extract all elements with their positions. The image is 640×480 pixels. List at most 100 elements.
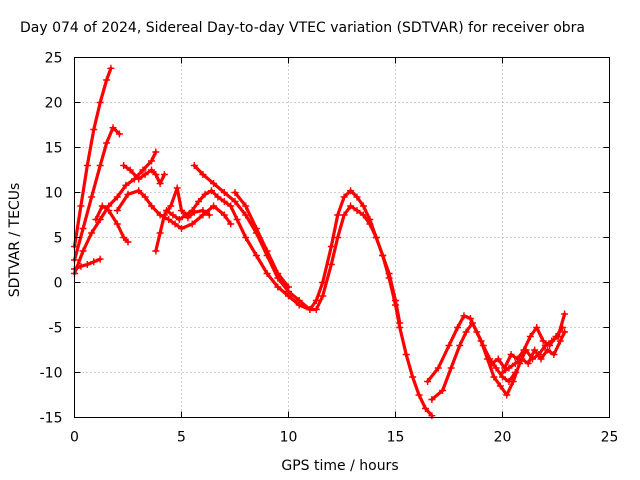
x-tick-label: 15 (387, 430, 405, 446)
data-point (379, 252, 387, 259)
data-point (252, 252, 260, 259)
data-point (556, 337, 564, 345)
x-axis-label: GPS time / hours (281, 458, 398, 474)
data-point (494, 355, 502, 363)
data-point (103, 76, 111, 84)
data-point (113, 220, 121, 228)
data-point (312, 306, 320, 313)
y-tick-label: 20 (45, 96, 63, 112)
data-point (152, 247, 160, 255)
data-point (195, 198, 203, 205)
data-point (466, 315, 474, 322)
data-point (115, 130, 123, 138)
series-track-3 (71, 148, 160, 277)
y-tick-label: 0 (54, 276, 63, 292)
data-point (460, 312, 468, 320)
series-line (122, 163, 166, 186)
grid (74, 57, 610, 418)
data-point (88, 229, 96, 237)
data-point (263, 247, 271, 255)
data-point (79, 247, 87, 255)
data-point (306, 306, 314, 313)
data-point (227, 202, 235, 210)
data-point (274, 283, 282, 291)
series-track-6 (113, 187, 235, 232)
data-point (334, 234, 342, 241)
data-point (105, 207, 113, 214)
data-point (152, 148, 160, 156)
data-point (439, 387, 447, 394)
data-point (122, 181, 130, 189)
data-point (83, 261, 91, 268)
data-point (173, 184, 181, 192)
y-tick-label: -15 (40, 411, 63, 427)
data-point (178, 207, 185, 214)
data-point (558, 324, 566, 331)
data-point (231, 198, 239, 205)
data-point (77, 202, 85, 210)
data-point (533, 324, 541, 331)
data-point (353, 193, 361, 201)
data-point (434, 364, 442, 372)
y-tick-label: -5 (49, 321, 63, 337)
data-point (421, 405, 429, 412)
data-point (92, 216, 100, 223)
data-point (520, 346, 528, 354)
data-point (220, 211, 228, 219)
data-point (103, 139, 111, 147)
data-point (340, 211, 348, 219)
data-point (135, 187, 143, 195)
series-line (233, 190, 291, 289)
data-point (107, 64, 115, 72)
series-line (115, 189, 233, 231)
data-point (359, 202, 367, 210)
series-track-15 (499, 328, 569, 376)
data-point (492, 364, 500, 372)
series-track-5 (92, 202, 132, 246)
data-point (539, 337, 547, 345)
data-point (152, 171, 160, 178)
data-point (141, 171, 149, 178)
data-point (263, 270, 271, 277)
data-point (347, 202, 355, 210)
data-point (274, 270, 282, 277)
y-tick-label: 10 (45, 186, 63, 202)
data-point (347, 187, 355, 195)
data-point (160, 171, 168, 178)
x-tick-label: 25 (601, 430, 619, 446)
data-point (518, 355, 526, 363)
data-point (169, 211, 177, 219)
y-tick-label: 25 (45, 51, 63, 67)
ticks: 0 5 10 15 20 25 -15 -10 -5 0 5 10 15 20 25 (40, 51, 619, 446)
data-point (96, 99, 104, 106)
data-point (477, 337, 485, 345)
data-point (79, 225, 87, 232)
data-point (207, 187, 215, 195)
data-point (319, 292, 327, 300)
data-point (385, 274, 393, 282)
data-point (454, 324, 462, 331)
data-point (312, 297, 320, 304)
data-point (188, 220, 196, 228)
series-line (430, 312, 567, 402)
data-point (462, 328, 470, 336)
y-tick-label: 5 (54, 231, 63, 247)
data-point (199, 207, 207, 214)
y-axis-label: SDTVAR / TECUs (7, 183, 23, 298)
data-point (537, 355, 545, 363)
data-point (428, 412, 436, 420)
data-point (445, 342, 453, 349)
data-point (327, 261, 335, 268)
data-point (402, 351, 410, 358)
data-point (295, 297, 303, 304)
x-tick-label: 10 (280, 430, 298, 446)
data-point (409, 373, 417, 381)
data-point (135, 175, 143, 183)
data-point (233, 216, 241, 223)
data-point (424, 378, 432, 385)
series-track-1 (71, 64, 115, 250)
data-point (160, 211, 168, 219)
data-point (167, 202, 175, 210)
data-point (141, 193, 149, 201)
data-point (469, 319, 477, 327)
